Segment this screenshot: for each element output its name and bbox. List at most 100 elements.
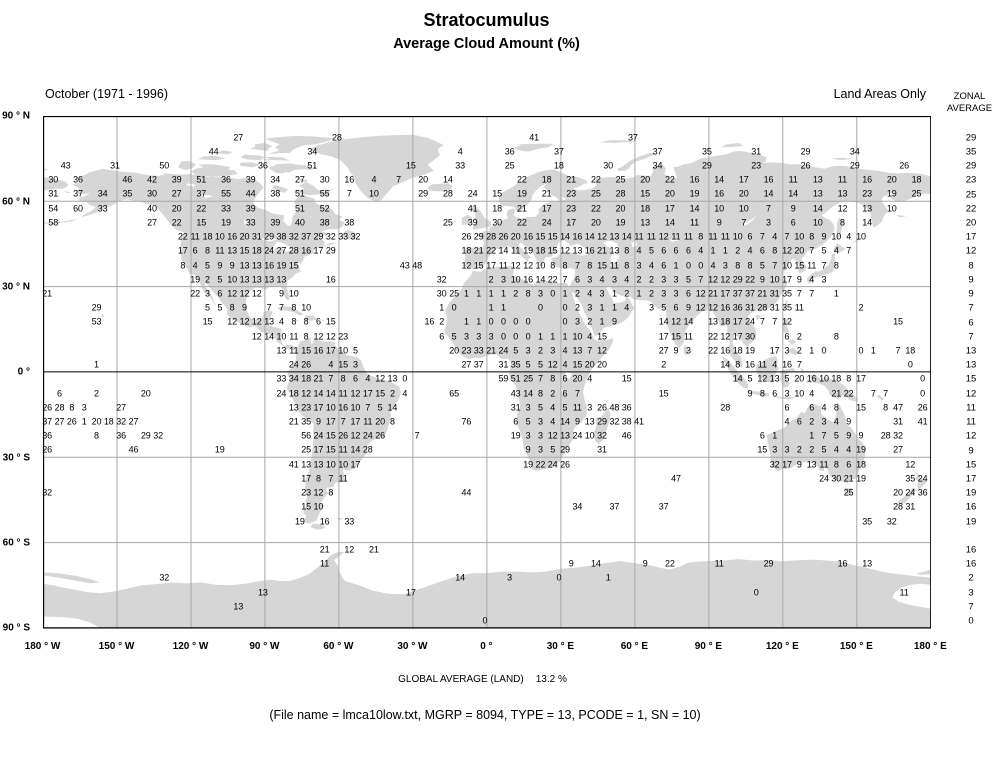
cloud-amount-value: 22: [590, 203, 601, 214]
cloud-amount-value: 8: [229, 302, 235, 313]
cloud-amount-value: 15: [757, 444, 768, 455]
cloud-amount-value: 43: [510, 388, 521, 399]
cloud-amount-value: 26: [597, 402, 607, 413]
cloud-amount-value: 20: [738, 188, 749, 199]
cloud-amount-value: 43: [60, 160, 71, 171]
cloud-amount-value: 10: [819, 373, 829, 384]
cloud-amount-value: 13: [609, 245, 620, 256]
cloud-amount-value: 13: [257, 587, 268, 598]
cloud-amount-value: 18: [911, 174, 922, 185]
cloud-amount-value: 8: [587, 260, 593, 271]
cloud-amount-value: 21: [708, 288, 718, 299]
cloud-amount-value: 24: [541, 217, 552, 228]
cloud-amount-value: 53: [91, 316, 102, 327]
cloud-amount-value: 5: [821, 444, 827, 455]
cloud-amount-value: 10: [227, 274, 237, 285]
cloud-amount-value: 8: [833, 331, 839, 342]
cloud-amount-value: 22: [664, 558, 675, 569]
cloud-amount-value: 19: [856, 444, 866, 455]
cloud-amount-value: 12: [239, 316, 250, 327]
cloud-amount-value: 10: [794, 231, 805, 242]
cloud-amount-value: 14: [535, 274, 546, 285]
cloud-amount-value: 13: [560, 430, 570, 441]
cloud-amount-value: 9: [278, 288, 284, 299]
cloud-amount-value: 15: [325, 444, 336, 455]
cloud-amount-value: 15: [597, 331, 607, 342]
zonal-average-value: 6: [968, 317, 974, 328]
cloud-amount-value: 6: [315, 316, 321, 327]
cloud-amount-value: 9: [242, 302, 247, 313]
cloud-amount-value: 3: [463, 331, 469, 342]
cloud-amount-value: 12: [782, 245, 792, 256]
cloud-amount-value: 12: [523, 260, 533, 271]
cloud-amount-value: 2: [94, 388, 99, 399]
zonal-average-value: 9: [968, 274, 974, 286]
cloud-amount-value: 21: [516, 203, 527, 214]
chart-subtitle: Average Cloud Amount (%): [393, 36, 580, 52]
cloud-amount-value: 8: [624, 260, 630, 271]
cloud-amount-value: 11: [511, 245, 521, 256]
zonal-average-value: 2: [968, 572, 974, 584]
cloud-amount-value: 15: [572, 359, 583, 370]
cloud-amount-value: 17: [313, 402, 324, 413]
cloud-amount-value: 14: [812, 203, 823, 214]
cloud-amount-value: 19: [516, 188, 527, 199]
cloud-amount-value: 14: [763, 188, 774, 199]
cloud-amount-value: 9: [716, 217, 722, 228]
cloud-amount-value: 11: [289, 331, 299, 342]
cloud-amount-value: 7: [772, 316, 778, 327]
cloud-amount-value: 2: [550, 388, 556, 399]
latitude-tick-label: 90 ° S: [2, 622, 30, 634]
cloud-amount-value: 24: [547, 459, 558, 470]
cloud-amount-value: 2: [648, 274, 654, 285]
cloud-amount-value: 33: [221, 203, 231, 214]
cloud-amount-value: 9: [759, 274, 765, 285]
cloud-amount-value: 0: [482, 615, 488, 626]
cloud-amount-value: 23: [338, 331, 348, 342]
cloud-amount-value: 4: [846, 231, 852, 242]
cloud-amount-value: 17: [301, 473, 311, 484]
cloud-amount-value: 24: [288, 359, 299, 370]
cloud-amount-value: 5: [784, 373, 790, 384]
cloud-amount-value: 31: [48, 188, 59, 199]
cloud-amount-value: 13: [572, 345, 583, 356]
cloud-amount-value: 11: [289, 345, 299, 356]
cloud-amount-value: 22: [190, 288, 200, 299]
cloud-amount-value: 18: [202, 231, 213, 242]
cloud-amount-value: 3: [507, 572, 513, 583]
cloud-amount-value: 4: [772, 231, 778, 242]
cloud-amount-value: 7: [741, 217, 747, 228]
cloud-amount-value: 44: [208, 146, 219, 157]
cloud-amount-value: 15: [547, 245, 558, 256]
cloud-amount-value: 15: [405, 160, 416, 171]
cloud-amount-value: 9: [611, 316, 617, 327]
cloud-amount-value: 17: [738, 174, 749, 185]
cloud-amount-value: 44: [245, 188, 256, 199]
cloud-amount-value: 36: [917, 487, 928, 498]
cloud-amount-value: 29: [763, 558, 774, 569]
cloud-amount-value: 6: [846, 459, 852, 470]
cloud-amount-value: 12: [510, 260, 521, 271]
cloud-amount-value: 30: [147, 188, 157, 199]
cloud-amount-value: 21: [319, 544, 330, 555]
cloud-amount-value: 17: [325, 416, 336, 427]
cloud-amount-value: 8: [340, 373, 346, 384]
cloud-amount-value: 2: [735, 245, 741, 256]
cloud-amount-value: 11: [338, 444, 348, 455]
cloud-amount-value: 46: [621, 430, 632, 441]
cloud-amount-value: 38: [270, 188, 281, 199]
cloud-amount-value: 15: [535, 231, 546, 242]
cloud-amount-value: 28: [720, 402, 731, 413]
cloud-amount-value: 8: [772, 245, 778, 256]
cloud-amount-value: 37: [473, 359, 484, 370]
cloud-amount-value: 18: [541, 174, 552, 185]
cloud-amount-value: 35: [510, 359, 521, 370]
cloud-amount-value: 17: [658, 331, 669, 342]
cloud-amount-value: 7: [883, 388, 889, 399]
zonal-average-value: 7: [968, 601, 974, 613]
cloud-amount-value: 15: [239, 245, 250, 256]
cloud-amount-value: 24: [467, 188, 478, 199]
cloud-amount-value: 15: [325, 430, 336, 441]
cloud-amount-value: 51: [196, 174, 207, 185]
cloud-amount-value: 23: [566, 188, 577, 199]
